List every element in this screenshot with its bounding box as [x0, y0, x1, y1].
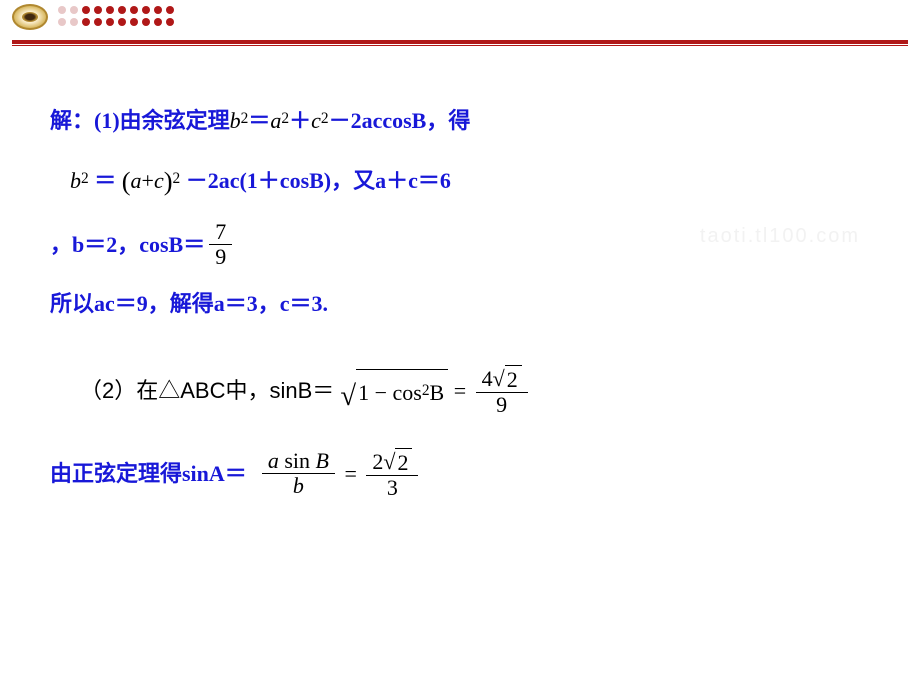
l5-eq: =: [448, 370, 471, 412]
math-paren: ((a + c)a + c)2: [122, 156, 180, 206]
frac-4r2-9: 4√2 9: [476, 365, 528, 417]
l1-plus: ＋: [289, 100, 311, 142]
logo-badge: [12, 4, 48, 30]
dots-row: [58, 6, 174, 14]
sqrt-expr: √ 1 − cos2 B: [340, 369, 448, 414]
slide-header: [0, 0, 920, 40]
l5-head: （2）在△ABC中，sinB＝: [80, 370, 340, 412]
line-5: （2）在△ABC中，sinB＝ √ 1 − cos2 B = 4√2 9: [50, 365, 880, 417]
line-6: 由正弦定理得sinA＝ a sin B b a sin B = 2√2 3: [50, 448, 880, 500]
line-3: ，b＝2，cosB＝ 7 9: [50, 220, 880, 269]
l1-minus: －: [329, 100, 351, 142]
l6-eq: =: [339, 453, 362, 495]
logo-eye-icon: [22, 12, 38, 22]
math-b2: b2: [230, 100, 249, 142]
line-1: 解：(1)由余弦定理 b2 ＝ a2 ＋ c2 － 2accosB，得: [50, 100, 880, 142]
solution-content: 解：(1)由余弦定理 b2 ＝ a2 ＋ c2 － 2accosB，得 b2 ＝…: [50, 100, 880, 514]
math-a2: a2: [270, 100, 289, 142]
l2-minus: －: [180, 160, 208, 202]
dots-grid: [58, 6, 174, 26]
frac-asinb-b: a sin B b: [262, 449, 335, 498]
line-2: b2 ＝ ((a + c)a + c)2 － 2ac(1＋cosB)，又a＋c＝…: [50, 156, 880, 206]
math-c2: c2: [311, 100, 328, 142]
l2-eq: ＝: [89, 160, 122, 202]
math-b2-2: b2: [70, 160, 89, 202]
frac-2r2-3: 2√2 3: [366, 448, 418, 500]
l1-eq: ＝: [248, 100, 270, 142]
l1-prefix: 解：(1)由余弦定理: [50, 100, 230, 142]
l2-mid: 2ac(1＋cosB)，又a＋c＝6: [208, 160, 451, 202]
dots-row: [58, 18, 174, 26]
l3-head: ，b＝2，cosB＝: [50, 224, 205, 266]
l6-head: 由正弦定理得sinA＝: [50, 453, 258, 495]
l1-tail: 2accosB，得: [351, 100, 471, 142]
frac-7-9: 7 9: [209, 220, 232, 269]
header-divider: [12, 40, 908, 44]
line-4: 所以ac＝9，解得a＝3，c＝3.: [50, 283, 880, 325]
l4-text: 所以ac＝9，解得a＝3，c＝3.: [50, 283, 328, 325]
